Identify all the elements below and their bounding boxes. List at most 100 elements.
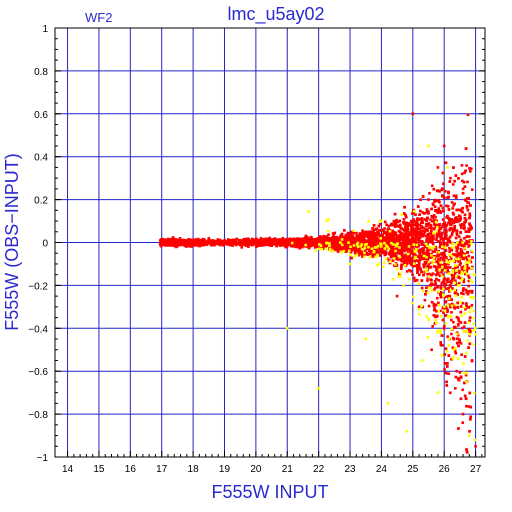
red-point: [337, 238, 340, 241]
red-point: [462, 325, 466, 329]
red-point: [384, 250, 387, 254]
red-point: [453, 219, 456, 222]
red-point: [297, 237, 300, 241]
red-point: [371, 255, 375, 258]
red-point: [446, 268, 449, 272]
red-point: [315, 241, 319, 245]
red-point: [417, 244, 420, 247]
red-point: [442, 243, 445, 247]
red-point: [235, 237, 239, 241]
red-point: [443, 264, 446, 267]
red-point: [442, 196, 446, 199]
red-point: [462, 269, 465, 273]
red-point: [462, 280, 466, 284]
red-point: [448, 290, 451, 293]
red-point: [416, 271, 419, 274]
red-point: [463, 355, 467, 358]
red-point: [463, 244, 466, 248]
red-point: [460, 164, 464, 167]
red-point: [468, 319, 471, 323]
red-point: [433, 250, 436, 253]
red-point: [247, 237, 250, 241]
red-point: [449, 223, 452, 226]
red-point: [297, 245, 301, 249]
red-point: [454, 283, 458, 286]
red-point: [171, 236, 175, 239]
red-point: [399, 248, 403, 251]
red-point: [422, 226, 425, 230]
red-point: [435, 314, 439, 318]
red-point: [376, 250, 379, 253]
red-point: [451, 278, 454, 281]
red-point: [436, 260, 440, 264]
red-point: [425, 219, 428, 223]
red-point: [304, 235, 307, 239]
red-point: [402, 236, 406, 239]
red-point: [422, 273, 425, 277]
red-point: [218, 243, 222, 247]
red-point: [422, 265, 426, 269]
red-point: [383, 227, 386, 230]
red-point: [412, 218, 415, 222]
red-point: [456, 220, 460, 223]
red-point: [407, 239, 410, 242]
red-point: [435, 238, 438, 242]
red-point: [468, 212, 471, 215]
red-point: [405, 223, 409, 226]
red-point: [226, 238, 230, 241]
red-point: [334, 239, 337, 242]
red-point: [466, 292, 470, 296]
red-point: [364, 252, 368, 256]
red-point: [466, 251, 469, 254]
red-point: [437, 257, 440, 261]
red-point: [416, 230, 420, 234]
red-point: [364, 230, 367, 234]
red-point: [465, 242, 468, 246]
red-point: [464, 307, 467, 311]
red-point: [449, 266, 452, 269]
red-point: [404, 238, 408, 242]
red-point: [449, 285, 452, 288]
red-point: [338, 247, 342, 250]
red-point: [459, 253, 462, 256]
red-point: [448, 180, 452, 183]
red-point: [434, 315, 437, 319]
red-point: [467, 201, 471, 205]
red-point: [305, 238, 309, 241]
red-point: [440, 233, 443, 236]
red-point: [425, 239, 428, 243]
red-point: [457, 281, 461, 285]
red-point: [450, 311, 453, 314]
red-point: [349, 250, 353, 254]
red-point: [470, 188, 474, 191]
red-point: [332, 241, 335, 244]
red-point: [430, 226, 433, 230]
red-point: [441, 194, 444, 197]
red-point: [437, 207, 441, 210]
red-point: [438, 223, 441, 227]
red-point: [378, 249, 382, 252]
red-point: [454, 326, 457, 329]
red-point: [400, 235, 404, 238]
red-point: [450, 201, 454, 204]
red-point: [442, 311, 445, 314]
red-point: [444, 347, 448, 350]
red-point: [438, 245, 442, 249]
red-point: [450, 357, 453, 361]
red-point: [440, 268, 444, 272]
red-point: [426, 232, 430, 236]
red-point: [432, 187, 436, 191]
red-point: [461, 421, 465, 424]
red-point: [439, 309, 442, 313]
red-point: [208, 241, 212, 245]
red-point: [436, 208, 439, 212]
red-point: [401, 236, 405, 240]
red-point: [460, 353, 463, 356]
red-point: [460, 265, 464, 269]
red-point: [467, 266, 470, 270]
red-point: [330, 243, 334, 246]
red-point: [402, 234, 405, 238]
red-point: [429, 229, 433, 233]
red-point: [469, 405, 473, 409]
red-point: [438, 200, 441, 204]
